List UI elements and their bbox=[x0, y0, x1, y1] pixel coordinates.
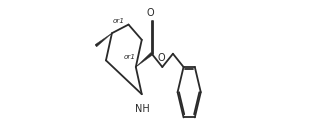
Text: O: O bbox=[157, 53, 165, 63]
Text: NH: NH bbox=[136, 104, 150, 114]
Polygon shape bbox=[136, 53, 153, 67]
Polygon shape bbox=[95, 33, 112, 47]
Text: or1: or1 bbox=[124, 54, 136, 60]
Text: O: O bbox=[147, 8, 154, 18]
Text: or1: or1 bbox=[112, 18, 124, 24]
